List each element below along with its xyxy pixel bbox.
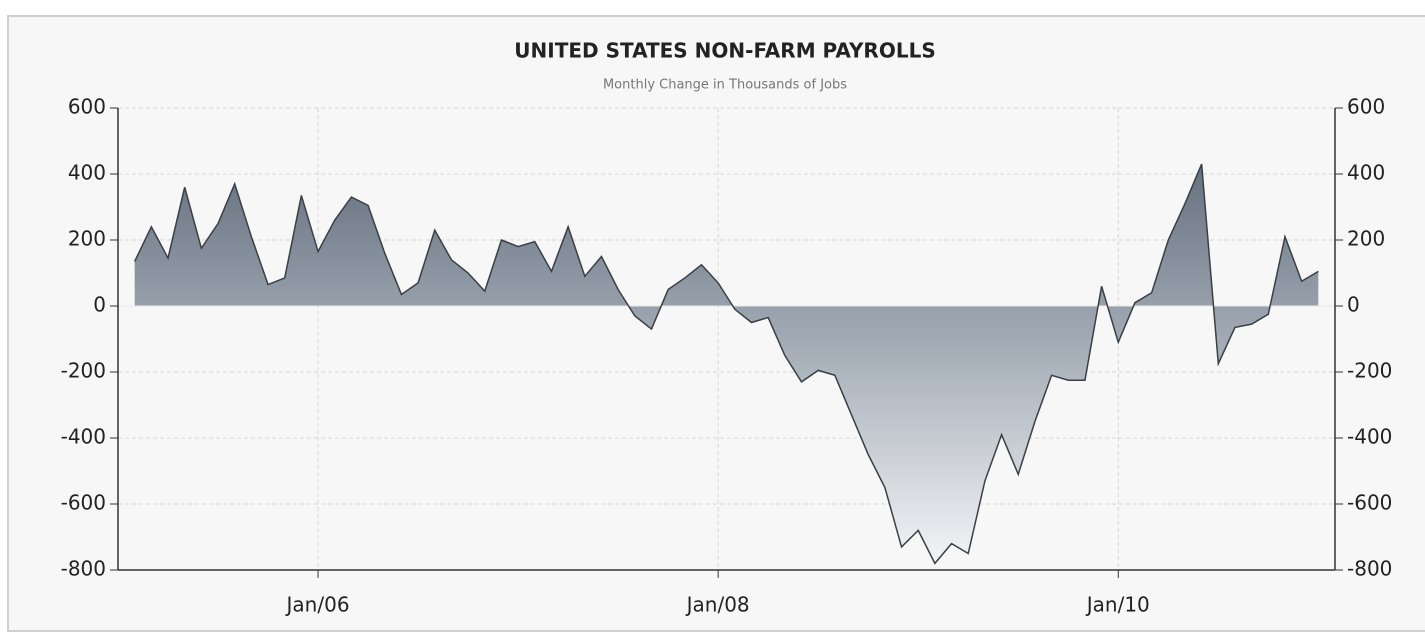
y-tick-label: -200 <box>61 359 106 383</box>
x-tick-label: Jan/08 <box>685 593 750 617</box>
y-tick-label: 600 <box>68 95 106 119</box>
y-tick-label: -600 <box>61 491 106 515</box>
chart-frame <box>7 15 1425 632</box>
y2-tick-label: -400 <box>1347 425 1392 449</box>
x-tick-label: Jan/06 <box>285 593 350 617</box>
y2-tick-label: 400 <box>1347 161 1385 185</box>
y-tick-label: -400 <box>61 425 106 449</box>
y-tick-label: 0 <box>93 293 106 317</box>
y2-tick-label: 200 <box>1347 227 1385 251</box>
y-tick-label: 400 <box>68 161 106 185</box>
y2-tick-label: -200 <box>1347 359 1392 383</box>
y2-tick-label: -800 <box>1347 557 1392 581</box>
area-fill <box>134 164 1319 564</box>
area-line <box>133 163 1319 565</box>
x-tick-label: Jan/10 <box>1085 593 1150 617</box>
y-tick-label: -800 <box>61 557 106 581</box>
y2-tick-label: 0 <box>1347 293 1360 317</box>
y-tick-label: 200 <box>68 227 106 251</box>
y2-tick-label: 600 <box>1347 95 1385 119</box>
y2-tick-label: -600 <box>1347 491 1392 515</box>
chart-title: UNITED STATES NON-FARM PAYROLLS <box>514 39 935 63</box>
chart-subtitle: Monthly Change in Thousands of Jobs <box>603 78 847 93</box>
